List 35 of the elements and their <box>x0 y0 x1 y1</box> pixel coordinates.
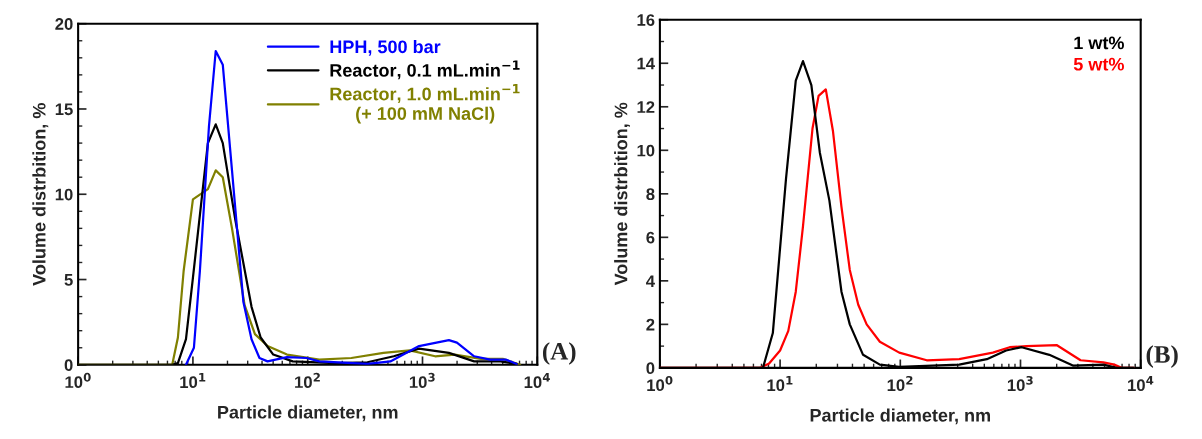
y-tick-label: 0 <box>646 362 655 375</box>
y-tick-label: 10 <box>55 188 73 201</box>
x-tick-label: 10$^{3}$ <box>1007 375 1033 392</box>
y-tick-label: 5 <box>64 274 73 286</box>
x-tick-label: 10$^{2}$ <box>887 375 913 392</box>
y-tick-label: 0 <box>64 359 73 372</box>
legend-label: Reactor, 0.1 mL.min$^{−1}$ <box>330 60 520 80</box>
x-axis-title: Particle diameter, nm <box>810 408 990 425</box>
x-tick-label: 10$^{4}$ <box>1128 376 1154 392</box>
legend-label: HPH, 500 bar <box>330 39 441 56</box>
x-tick-label: 10$^{1}$ <box>180 373 206 389</box>
y-tick-label: 8 <box>646 188 655 201</box>
x-tick-label: 10$^{1}$ <box>767 376 793 392</box>
text: 5 wt% <box>1073 57 1124 71</box>
x-tick-label: 10$^{0}$ <box>65 372 91 389</box>
text: Reactor, 1.0 mL.min$^{−1}$ (+ 100 mM NaCl) <box>330 84 520 124</box>
y-axis-title: Volume distrbition, % <box>614 102 630 286</box>
y-tick-label: 6 <box>646 231 655 244</box>
y-tick-label: 4 <box>646 275 655 287</box>
text: (B) <box>1146 345 1178 368</box>
text: (A) <box>542 342 576 365</box>
y-axis-title: Volume distrbition, % <box>32 103 49 286</box>
y-tick-label: 15 <box>55 103 73 116</box>
y-tick-label: 20 <box>55 18 73 30</box>
x-tick-label: 10$^{0}$ <box>647 375 673 392</box>
x-tick-label: 10$^{3}$ <box>409 372 435 389</box>
y-tick-label: 2 <box>646 318 655 331</box>
x-tick-label: 10$^{2}$ <box>295 372 320 389</box>
y-tick-label: 14 <box>637 57 655 70</box>
text: 1 wt% <box>1074 36 1124 50</box>
y-tick-label: 10 <box>637 144 655 157</box>
x-tick-label: 10$^{4}$ <box>524 373 550 389</box>
y-tick-label: 16 <box>637 14 655 26</box>
x-axis-title: Particle diameter, nm <box>218 405 398 422</box>
y-tick-label: 12 <box>637 101 655 113</box>
